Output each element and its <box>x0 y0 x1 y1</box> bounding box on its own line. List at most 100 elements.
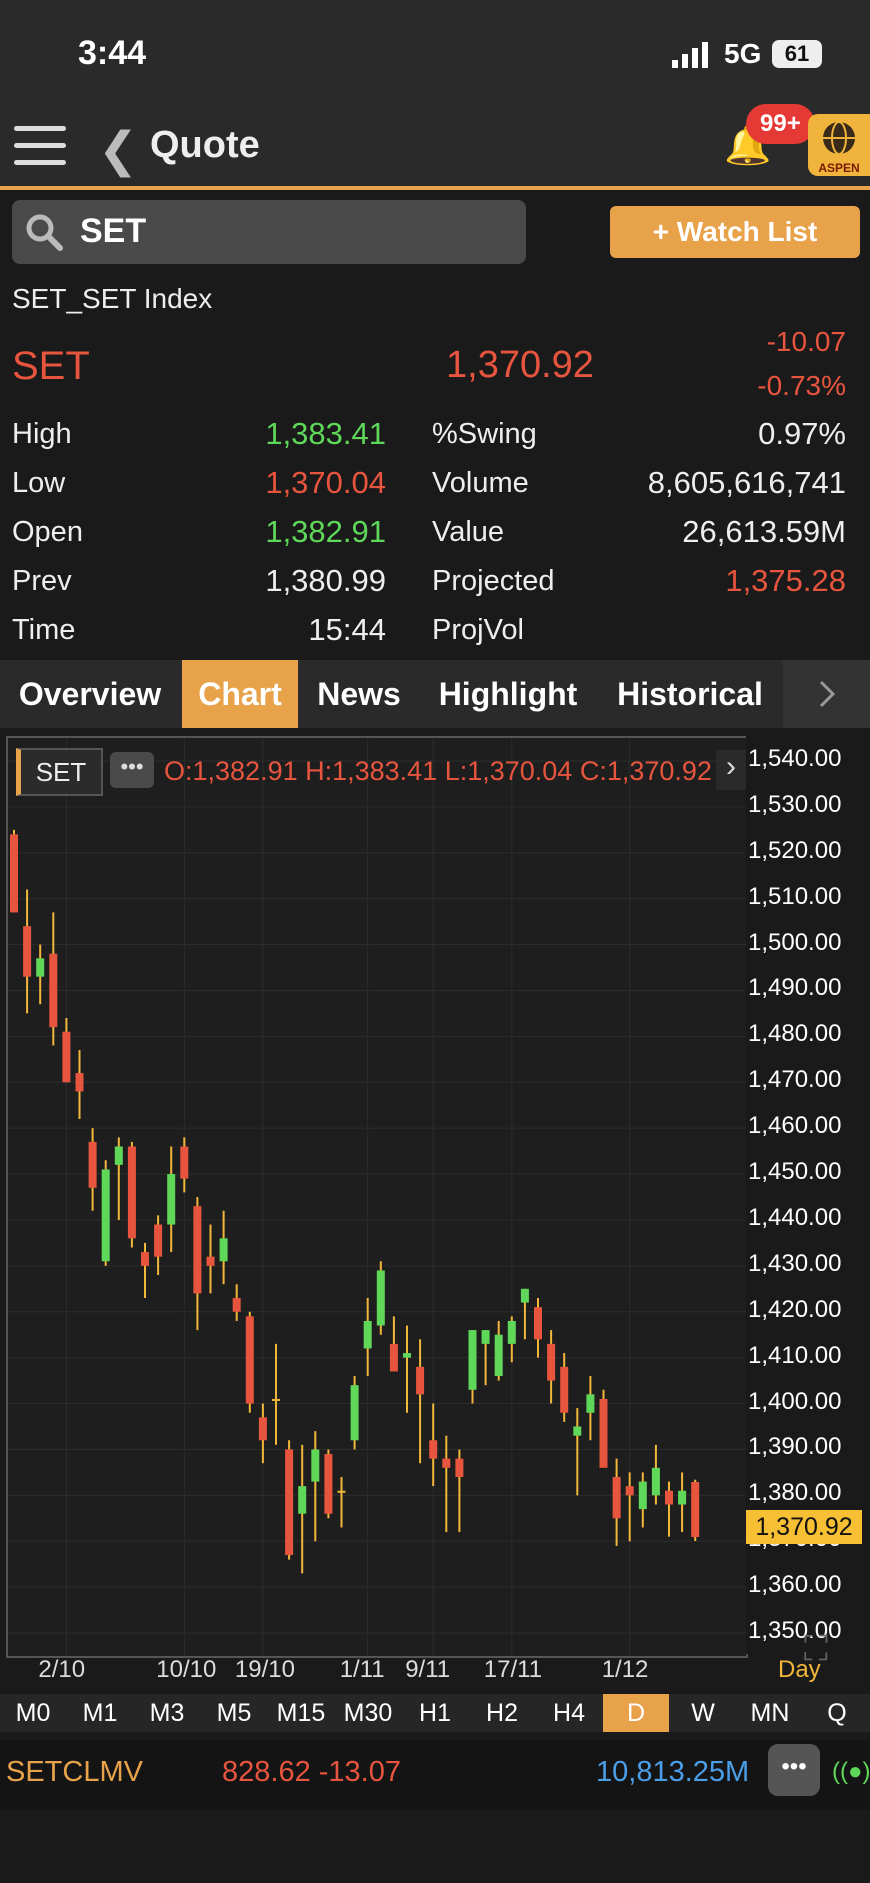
y-tick-label: 1,460.00 <box>748 1112 842 1140</box>
candle[interactable] <box>350 1385 359 1441</box>
candle[interactable] <box>49 953 58 1028</box>
fullscreen-expand-icon[interactable]: ⛶ <box>804 1630 828 1668</box>
ticker-value: 828.62 -13.07 <box>222 1756 401 1788</box>
more-options-icon[interactable]: ••• <box>110 752 154 788</box>
candle[interactable] <box>403 1353 411 1358</box>
candle[interactable] <box>337 1490 346 1493</box>
candle[interactable] <box>678 1490 687 1505</box>
candle[interactable] <box>258 1417 267 1441</box>
candle[interactable] <box>114 1146 123 1165</box>
candle[interactable] <box>691 1481 700 1538</box>
timeframe-m30[interactable]: M30 <box>343 1699 393 1727</box>
interval-label: Day <box>778 1656 821 1683</box>
tab-highlight[interactable]: Highlight <box>438 676 578 712</box>
candle[interactable] <box>625 1486 634 1496</box>
candle[interactable] <box>324 1454 333 1514</box>
candle[interactable] <box>36 958 45 977</box>
symbol-search-input[interactable]: SET <box>12 200 526 264</box>
candle[interactable] <box>651 1467 660 1496</box>
tab-overview[interactable]: Overview <box>18 676 162 712</box>
candle[interactable] <box>363 1320 372 1349</box>
candle[interactable] <box>206 1256 215 1266</box>
candle[interactable] <box>23 926 32 977</box>
candle[interactable] <box>272 1398 280 1401</box>
candle[interactable] <box>560 1366 569 1413</box>
candle[interactable] <box>599 1398 608 1468</box>
candle[interactable] <box>311 1449 320 1482</box>
chart-symbol-chip[interactable]: SET <box>16 748 103 796</box>
search-value: SET <box>80 212 147 250</box>
candle[interactable] <box>298 1486 307 1514</box>
stat-value: 1,370.04 <box>265 465 386 500</box>
candle[interactable] <box>455 1458 464 1477</box>
timeframe-q[interactable]: Q <box>827 1699 847 1727</box>
back-chevron-icon[interactable]: ❮ <box>98 124 139 177</box>
candle[interactable] <box>62 1031 71 1083</box>
timeframe-m1[interactable]: M1 <box>82 1699 118 1727</box>
add-watch-list-button[interactable]: + Watch List <box>610 206 860 258</box>
x-tick-label: 10/10 <box>156 1656 217 1683</box>
timeframe-d[interactable]: D <box>603 1694 669 1732</box>
candle[interactable] <box>285 1449 294 1556</box>
candle[interactable] <box>507 1320 516 1344</box>
y-tick-label: 1,520.00 <box>748 836 842 864</box>
y-tick-label: 1,420.00 <box>748 1295 842 1323</box>
candle[interactable] <box>232 1297 241 1312</box>
candle[interactable] <box>481 1330 490 1344</box>
candle[interactable] <box>573 1426 582 1436</box>
candle[interactable] <box>494 1334 503 1377</box>
candle[interactable] <box>612 1476 621 1519</box>
timeframe-h1[interactable]: H1 <box>419 1699 451 1727</box>
timeframe-m5[interactable]: M5 <box>216 1699 252 1727</box>
candle[interactable] <box>75 1073 84 1092</box>
timeframe-m15[interactable]: M15 <box>276 1699 326 1727</box>
tab-chart[interactable]: Chart <box>182 660 298 728</box>
aspen-logo[interactable]: ASPEN <box>808 114 870 176</box>
candle[interactable] <box>520 1288 529 1303</box>
candle[interactable] <box>468 1330 477 1390</box>
timeframe-m3[interactable]: M3 <box>149 1699 185 1727</box>
tab-news[interactable]: News <box>317 676 401 712</box>
y-tick-label: 1,440.00 <box>748 1203 842 1231</box>
candle[interactable] <box>665 1490 673 1505</box>
candle[interactable] <box>245 1316 254 1404</box>
timeframe-m0[interactable]: M0 <box>15 1699 51 1727</box>
y-tick-label: 1,470.00 <box>748 1066 842 1094</box>
timeframe-w[interactable]: W <box>691 1699 715 1727</box>
candle[interactable] <box>127 1146 136 1239</box>
candle[interactable] <box>141 1252 149 1266</box>
candle[interactable] <box>167 1174 176 1225</box>
candle[interactable] <box>534 1307 542 1340</box>
y-tick-label: 1,360.00 <box>748 1571 842 1599</box>
ticker-symbol[interactable]: SETCLMV <box>6 1756 143 1788</box>
timeframe-mn[interactable]: MN <box>750 1699 790 1727</box>
chart-area[interactable] <box>6 736 748 1658</box>
candle[interactable] <box>101 1169 110 1262</box>
y-tick-label: 1,480.00 <box>748 1020 842 1048</box>
ticker-more-icon[interactable]: ••• <box>768 1744 820 1796</box>
hamburger-menu-icon[interactable] <box>14 126 66 170</box>
candlestick-chart[interactable] <box>8 738 746 1656</box>
candle[interactable] <box>547 1343 556 1381</box>
candle[interactable] <box>219 1238 228 1262</box>
candle[interactable] <box>154 1224 163 1257</box>
timeframe-h2[interactable]: H2 <box>486 1699 518 1727</box>
candle[interactable] <box>586 1394 595 1413</box>
candle[interactable] <box>389 1343 398 1372</box>
chevron-right-icon[interactable]: › <box>716 750 746 790</box>
candle[interactable] <box>88 1141 97 1188</box>
candle[interactable] <box>442 1458 451 1468</box>
candle[interactable] <box>10 834 18 913</box>
tab-historical[interactable]: Historical <box>617 676 763 712</box>
tabs-scroll-right-button[interactable] <box>783 660 870 728</box>
ohlc-legend: SET ••• O:1,382.91 H:1,383.41 L:1,370.04… <box>16 748 746 796</box>
candle[interactable] <box>193 1206 202 1294</box>
candle[interactable] <box>180 1146 189 1179</box>
timeframe-h4[interactable]: H4 <box>553 1699 585 1727</box>
candle[interactable] <box>429 1440 438 1459</box>
signal-icon <box>672 42 708 68</box>
live-stream-icon: ((●)) <box>832 1758 870 1785</box>
candle[interactable] <box>416 1366 425 1395</box>
candle[interactable] <box>638 1481 647 1510</box>
candle[interactable] <box>376 1270 385 1326</box>
